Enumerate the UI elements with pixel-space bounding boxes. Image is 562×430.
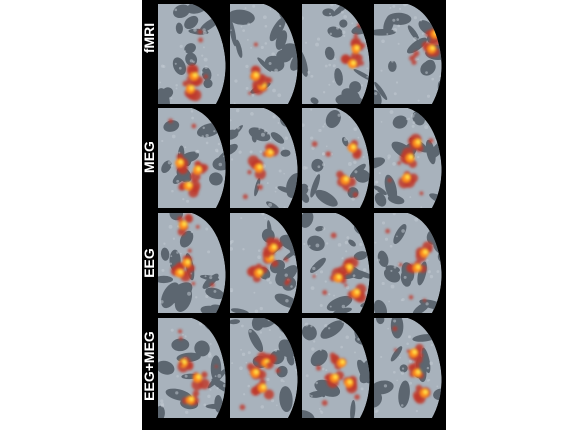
brain-panel-r1-c1 (158, 4, 230, 104)
brain-panel-r4-c3 (302, 318, 374, 418)
brain-activation-figure: fMRI MEG EEG EEG+MEG (140, 0, 446, 430)
row-label-meg: MEG (140, 141, 157, 173)
row-label-fmri: fMRI (141, 22, 158, 54)
brain-panel-r3-c4 (374, 213, 446, 313)
brain-panel-r3-c1 (158, 213, 230, 313)
brain-panel-r2-c3 (302, 108, 374, 208)
brain-panel-r1-c3 (302, 4, 374, 104)
row-label-eeg: EEG (140, 248, 157, 278)
brain-panel-r2-c4 (374, 108, 446, 208)
brain-panel-r1-c4 (374, 4, 446, 104)
brain-panel-r4-c1 (158, 318, 230, 418)
row-label-eeg-meg: EEG+MEG (140, 331, 157, 401)
brain-panel-r2-c1 (158, 108, 230, 208)
brain-panel-r2-c2 (230, 108, 302, 208)
brain-panel-r4-c2 (230, 318, 302, 418)
brain-panel-r4-c4 (374, 318, 446, 418)
brain-panel-r3-c2 (230, 213, 302, 313)
brain-panel-r3-c3 (302, 213, 374, 313)
brain-panel-r1-c2 (230, 4, 302, 104)
